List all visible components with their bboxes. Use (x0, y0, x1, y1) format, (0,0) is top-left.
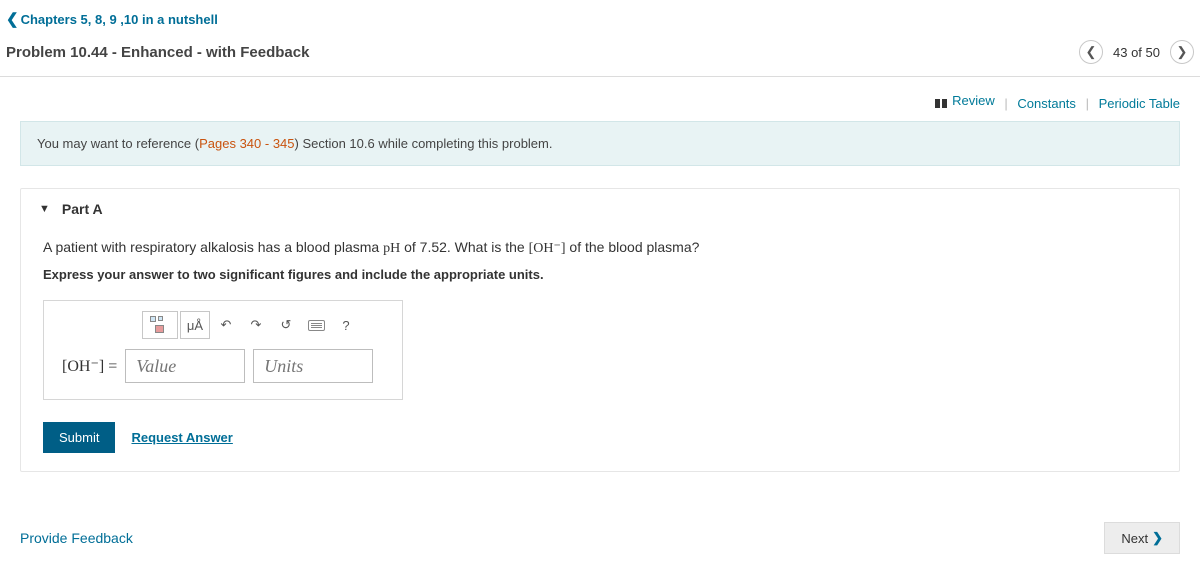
help-button[interactable]: ? (332, 311, 360, 339)
provide-feedback-link[interactable]: Provide Feedback (20, 530, 133, 546)
request-answer-link[interactable]: Request Answer (131, 430, 232, 445)
undo-button[interactable]: ↶ (212, 311, 240, 339)
review-link[interactable]: Review (934, 93, 995, 108)
pager: ❮ 43 of 50 ❯ (1079, 40, 1194, 64)
constants-link[interactable]: Constants (1017, 96, 1076, 111)
part-label: Part A (62, 201, 103, 217)
keyboard-icon (308, 320, 325, 331)
flag-icon (934, 96, 947, 105)
symbols-button[interactable]: μÅ (180, 311, 210, 339)
redo-button[interactable]: ↷ (242, 311, 270, 339)
units-input[interactable] (253, 349, 373, 383)
page-title: Problem 10.44 - Enhanced - with Feedback (6, 44, 1079, 61)
hint-pages: Pages 340 - 345 (199, 136, 294, 151)
answer-area: μÅ ↶ ↷ ↺ ? [OH⁻] = (43, 300, 403, 400)
equation-toolbar: μÅ ↶ ↷ ↺ ? (142, 311, 384, 339)
periodic-table-link[interactable]: Periodic Table (1099, 96, 1180, 111)
templates-icon (150, 316, 170, 334)
keyboard-button[interactable] (302, 311, 330, 339)
breadcrumb-link[interactable]: ❮ Chapters 5, 8, 9 ,10 in a nutshell (6, 10, 218, 28)
separator: | (1004, 96, 1007, 111)
caret-down-icon: ▼ (39, 203, 50, 215)
reference-hint: You may want to reference (Pages 340 - 3… (20, 121, 1180, 166)
answer-instruction: Express your answer to two significant f… (43, 267, 1157, 282)
pager-prev-button[interactable]: ❮ (1079, 40, 1103, 64)
breadcrumb-label: Chapters 5, 8, 9 ,10 in a nutshell (21, 12, 218, 27)
submit-button[interactable]: Submit (43, 422, 115, 453)
answer-lhs: [OH⁻] = (62, 356, 117, 376)
next-button[interactable]: Next ❯ (1104, 522, 1180, 554)
question-text: A patient with respiratory alkalosis has… (43, 239, 1157, 257)
pager-next-button[interactable]: ❯ (1170, 40, 1194, 64)
chevron-right-icon: ❯ (1152, 530, 1163, 546)
pager-text: 43 of 50 (1113, 45, 1160, 60)
next-label: Next (1121, 531, 1148, 546)
value-input[interactable] (125, 349, 245, 383)
hint-prefix: You may want to reference ( (37, 136, 199, 151)
review-label: Review (952, 93, 995, 108)
part-a-header[interactable]: ▼ Part A (21, 189, 1179, 229)
separator: | (1086, 96, 1089, 111)
top-toolbar: Review | Constants | Periodic Table (0, 77, 1200, 121)
templates-button[interactable] (142, 311, 178, 339)
part-a-panel: ▼ Part A A patient with respiratory alka… (20, 188, 1180, 472)
hint-suffix: ) Section 10.6 while completing this pro… (295, 136, 553, 151)
chevron-left-icon: ❮ (6, 10, 19, 28)
reset-button[interactable]: ↺ (272, 311, 300, 339)
